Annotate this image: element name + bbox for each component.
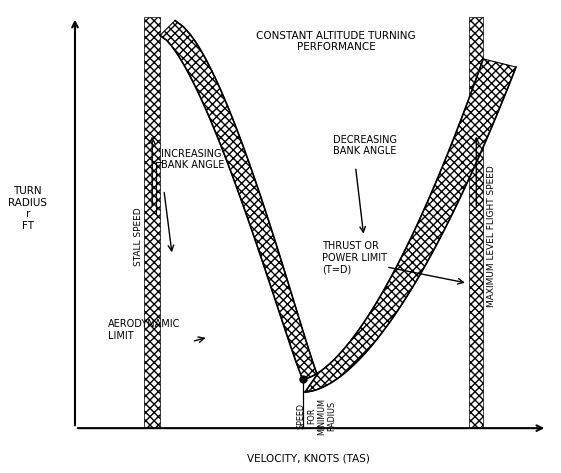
Text: SPEED
FOR
MINIMUM
RADIUS: SPEED FOR MINIMUM RADIUS	[297, 398, 337, 435]
Text: INCREASING
BANK ANGLE: INCREASING BANK ANGLE	[161, 149, 224, 170]
Text: CONSTANT ALTITUDE TURNING
PERFORMANCE: CONSTANT ALTITUDE TURNING PERFORMANCE	[256, 31, 416, 53]
Text: THRUST OR
POWER LIMIT
(T=D): THRUST OR POWER LIMIT (T=D)	[322, 241, 387, 274]
Text: AERODYNAMIC
LIMIT: AERODYNAMIC LIMIT	[108, 319, 181, 341]
Text: TURN
RADIUS
r
FT: TURN RADIUS r FT	[8, 186, 47, 231]
Text: STALL SPEED: STALL SPEED	[135, 207, 144, 266]
Text: DECREASING
BANK ANGLE: DECREASING BANK ANGLE	[333, 134, 397, 156]
Text: MAXIMUM LEVEL FLIGHT SPEED: MAXIMUM LEVEL FLIGHT SPEED	[487, 166, 496, 307]
Text: VELOCITY, KNOTS (TAS): VELOCITY, KNOTS (TAS)	[247, 453, 370, 463]
